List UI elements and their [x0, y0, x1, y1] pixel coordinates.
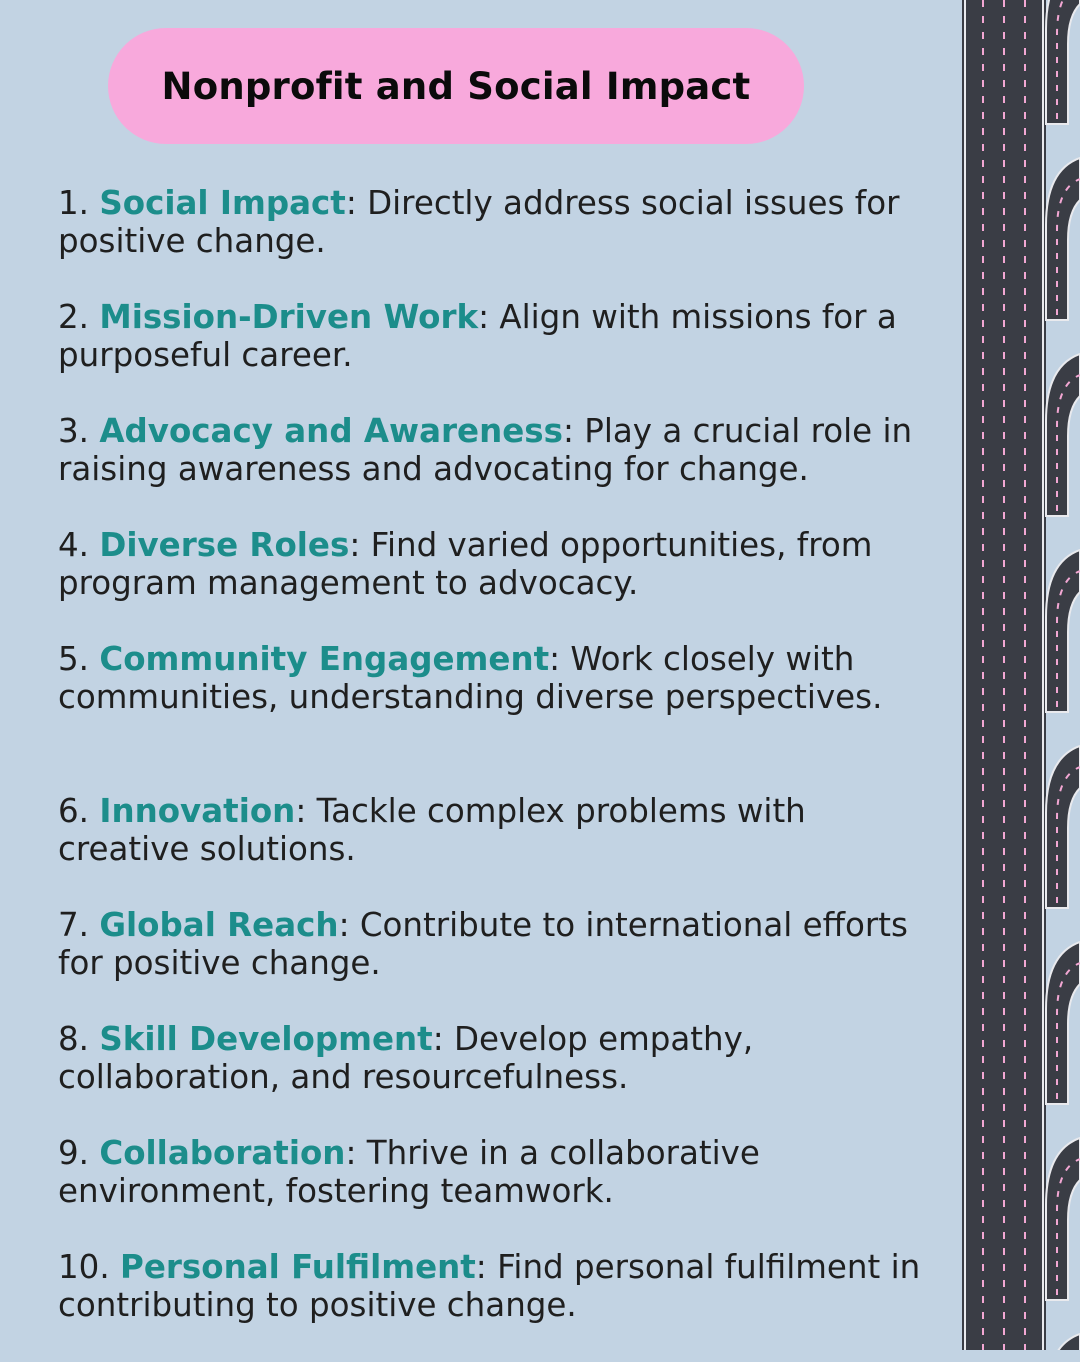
item-key: Advocacy and Awareness [99, 412, 563, 450]
item-key: Skill Development [99, 1020, 433, 1058]
item-key: Global Reach [99, 906, 339, 944]
list-item: 7. Global Reach: Contribute to internati… [58, 906, 938, 1020]
item-number: 4. [58, 526, 90, 564]
page-title: Nonprofit and Social Impact [161, 64, 751, 108]
road-ramp-marking [1056, 570, 1080, 707]
road-ramp [1045, 352, 1080, 517]
item-number: 2. [58, 298, 90, 336]
road-ramp [1045, 940, 1080, 1105]
item-text: Play a crucial role in raising awareness… [58, 412, 913, 488]
road-ramp [1045, 0, 1080, 125]
item-text: Align with missions for a purposeful car… [58, 298, 897, 374]
road-ramp-marking [1056, 374, 1080, 511]
item-number: 5. [58, 640, 90, 678]
item-text: Tackle complex problems with creative so… [58, 792, 806, 868]
list-item: 9. Collaboration: Thrive in a collaborat… [58, 1134, 938, 1248]
road-ramp-marking [1056, 766, 1080, 903]
item-key: Diverse Roles [99, 526, 350, 564]
road-ramp [1045, 1136, 1080, 1301]
item-number: 3. [58, 412, 90, 450]
road-ramp [1045, 156, 1080, 321]
road-ramps [1045, 0, 1080, 1350]
road-ramp-marking [1056, 962, 1080, 1099]
item-text: Find personal fulfilment in contributing… [58, 1248, 921, 1324]
item-separator: : [345, 184, 357, 222]
road-graphic [962, 0, 1080, 1350]
item-separator: : [345, 1134, 357, 1172]
road-ramp [1057, 1332, 1080, 1350]
item-key: Innovation [99, 792, 296, 830]
item-separator: : [349, 526, 361, 564]
item-separator: : [475, 1248, 487, 1286]
item-number: 7. [58, 906, 90, 944]
item-number: 10. [58, 1248, 110, 1286]
road-ramp-marking [1056, 178, 1080, 315]
item-number: 9. [58, 1134, 90, 1172]
list-item: 10. Personal Fulfilment: Find personal f… [58, 1248, 938, 1362]
item-number: 8. [58, 1020, 90, 1058]
item-key: Collaboration [99, 1134, 346, 1172]
list-item: 4. Diverse Roles: Find varied opportunit… [58, 526, 938, 640]
item-separator: : [562, 412, 574, 450]
list-item: 8. Skill Development: Develop empathy, c… [58, 1020, 938, 1134]
item-text: Work closely with communities, understan… [58, 640, 883, 716]
item-key: Mission-Driven Work [99, 298, 479, 336]
list-item: 2. Mission-Driven Work: Align with missi… [58, 298, 938, 412]
item-text: Directly address social issues for posit… [58, 184, 900, 260]
item-separator: : [549, 640, 561, 678]
item-number: 1. [58, 184, 90, 222]
title-banner: Nonprofit and Social Impact [108, 28, 804, 144]
item-number: 6. [58, 792, 90, 830]
road-lanes [962, 0, 1046, 1350]
item-text: Develop empathy, collaboration, and reso… [58, 1020, 754, 1096]
item-separator: : [295, 792, 307, 830]
item-key: Social Impact [99, 184, 346, 222]
item-text: Contribute to international efforts for … [58, 906, 908, 982]
item-separator: : [432, 1020, 444, 1058]
item-separator: : [478, 298, 490, 336]
item-separator: : [338, 906, 350, 944]
list-item: 6. Innovation: Tackle complex problems w… [58, 792, 938, 906]
list-item: 5. Community Engagement: Work closely wi… [58, 640, 938, 792]
item-key: Community Engagement [99, 640, 550, 678]
list-item: 1. Social Impact: Directly address socia… [58, 184, 938, 298]
road-ramp [1045, 548, 1080, 713]
benefits-list: 1. Social Impact: Directly address socia… [58, 184, 938, 1362]
item-key: Personal Fulfilment [120, 1248, 476, 1286]
road-ramp [1045, 744, 1080, 909]
item-text: Thrive in a collaborative environment, f… [58, 1134, 760, 1210]
road-ramp-marking [1056, 0, 1065, 119]
road-ramp-marking [1056, 1158, 1080, 1295]
item-text: Find varied opportunities, from program … [58, 526, 873, 602]
list-item: 3. Advocacy and Awareness: Play a crucia… [58, 412, 938, 526]
